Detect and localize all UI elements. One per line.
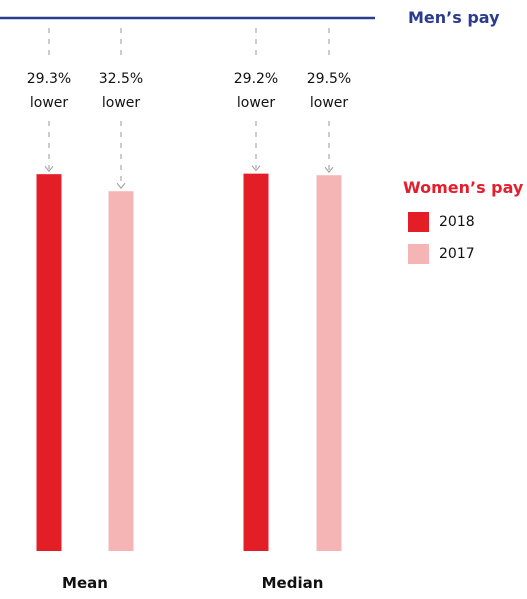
legend-item-2017: 2017 <box>408 244 475 264</box>
bar-mean-2017 <box>108 191 134 551</box>
womens-pay-legend-title: Women’s pay <box>403 178 524 197</box>
gap-word-median-2018: lower <box>237 95 276 111</box>
gap-label-median-2018: 29.2% <box>234 71 278 87</box>
category-label-median: Median <box>262 574 324 592</box>
leader-arrowhead-median-2018 <box>251 165 261 172</box>
bar-median-2017 <box>316 175 342 552</box>
mens-pay-legend-label: Men’s pay <box>408 8 500 27</box>
bar-mean-2018 <box>36 174 62 551</box>
gap-word-mean-2017: lower <box>102 95 141 111</box>
gap-label-mean-2017: 32.5% <box>99 71 143 87</box>
category-label-mean: Mean <box>62 574 108 592</box>
bar-median-2018 <box>243 173 269 552</box>
legend-item-2018: 2018 <box>408 212 475 232</box>
legend-label-2018: 2018 <box>439 214 475 230</box>
gap-label-median-2017: 29.5% <box>307 71 351 87</box>
gap-label-mean-2018: 29.3% <box>27 71 71 87</box>
gap-word-median-2017: lower <box>310 95 349 111</box>
leader-arrowhead-median-2017 <box>324 166 334 174</box>
leader-arrowhead-mean-2017 <box>116 182 126 190</box>
legend-label-2017: 2017 <box>439 246 475 262</box>
legend-swatch-2018 <box>408 212 429 232</box>
leader-arrowhead-mean-2018 <box>44 165 54 172</box>
legend-swatch-2017 <box>408 244 429 264</box>
gap-word-mean-2018: lower <box>30 95 69 111</box>
